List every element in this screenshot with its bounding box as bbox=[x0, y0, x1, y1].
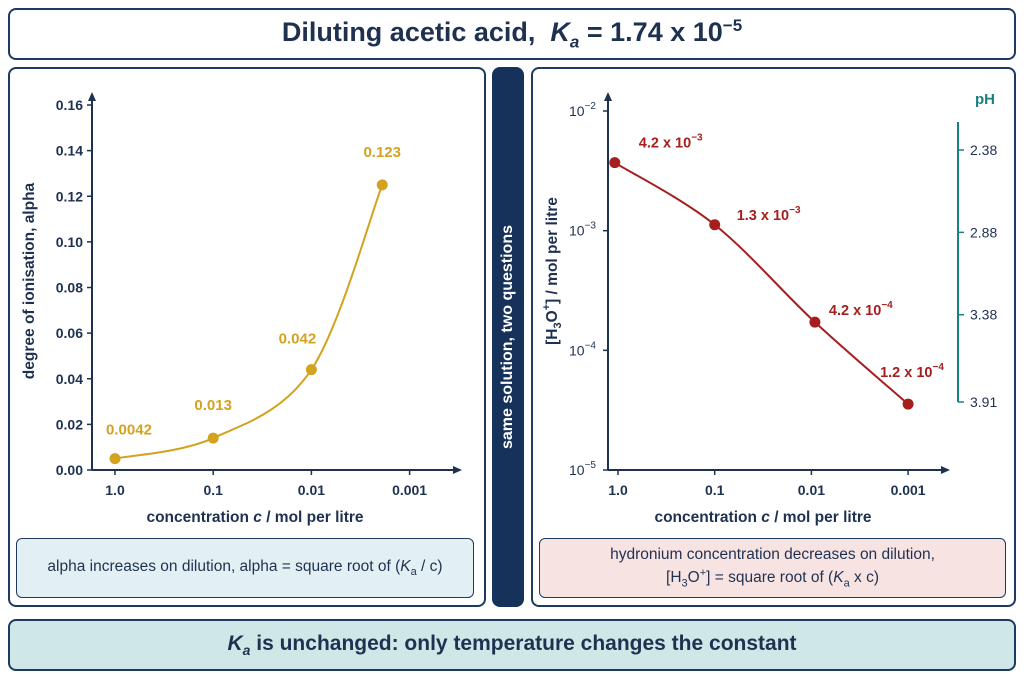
data-point bbox=[709, 219, 721, 231]
data-label: 0.042 bbox=[279, 331, 317, 348]
y-tick-label: 0.04 bbox=[56, 371, 83, 387]
data-point bbox=[376, 179, 388, 191]
x-tick-label: 0.001 bbox=[891, 482, 926, 498]
y-axis-label: [H3O+] / mol per litre bbox=[541, 197, 564, 345]
x-tick-label: 1.0 bbox=[105, 482, 125, 498]
y-tick-label: 0.00 bbox=[56, 462, 83, 478]
hydronium-curve bbox=[614, 161, 909, 405]
y-axis-arrow bbox=[604, 92, 612, 101]
x-axis-arrow bbox=[941, 466, 950, 474]
data-point bbox=[809, 316, 821, 328]
y-tick-label: 10−3 bbox=[569, 221, 596, 239]
y-tick-label: 10−5 bbox=[569, 460, 596, 478]
x-axis-arrow bbox=[453, 466, 462, 474]
data-point bbox=[609, 157, 621, 169]
data-label: 4.2 x 10−4 bbox=[829, 300, 893, 319]
x-tick-label: 0.1 bbox=[203, 482, 223, 498]
y-tick-label: 0.16 bbox=[56, 97, 83, 113]
y-tick-label: 10−2 bbox=[569, 101, 596, 119]
x-tick-label: 1.0 bbox=[608, 482, 628, 498]
x-axis-label: concentration c / mol per litre bbox=[146, 509, 363, 526]
hydronium-chart-panel bbox=[531, 67, 1016, 607]
data-point bbox=[305, 364, 317, 376]
panel-divider: same solution, two questions bbox=[492, 67, 524, 607]
ph-tick-label: 3.91 bbox=[970, 394, 997, 410]
y-tick-label: 0.08 bbox=[56, 280, 83, 296]
x-tick-label: 0.01 bbox=[298, 482, 325, 498]
x-axis-label: concentration c / mol per litre bbox=[654, 509, 871, 526]
summary-text: Ka is unchanged: only temperature change… bbox=[227, 631, 797, 659]
ph-tick-label: 3.38 bbox=[970, 307, 997, 323]
data-label: 4.2 x 10−3 bbox=[639, 133, 703, 152]
data-label: 0.123 bbox=[363, 144, 401, 161]
alpha-curve bbox=[114, 184, 384, 460]
y-tick-label: 10−4 bbox=[569, 340, 596, 358]
ph-tick-label: 2.38 bbox=[970, 142, 997, 158]
y-tick-label: 0.10 bbox=[56, 234, 83, 250]
y-axis-arrow bbox=[88, 92, 96, 101]
alpha-chart-panel bbox=[8, 67, 486, 607]
data-point bbox=[109, 453, 121, 465]
data-point bbox=[902, 398, 914, 410]
page-title: Diluting acetic acid, Ka = 1.74 x 10−5 bbox=[281, 15, 743, 52]
data-label: 1.3 x 10−3 bbox=[737, 205, 801, 224]
data-point bbox=[207, 432, 219, 444]
hydronium-note: hydronium concentration decreases on dil… bbox=[539, 538, 1006, 598]
y-axis-label: degree of ionisation, alpha bbox=[21, 182, 38, 379]
data-label: 1.2 x 10−4 bbox=[880, 362, 944, 381]
title-banner: Diluting acetic acid, Ka = 1.74 x 10−5 bbox=[8, 8, 1016, 60]
x-tick-label: 0.01 bbox=[798, 482, 825, 498]
ph-tick-label: 2.88 bbox=[970, 224, 997, 240]
x-tick-label: 0.1 bbox=[705, 482, 725, 498]
y-tick-label: 0.06 bbox=[56, 325, 83, 341]
y-tick-label: 0.12 bbox=[56, 188, 83, 204]
ph-axis-label: pH bbox=[975, 91, 995, 108]
data-label: 0.013 bbox=[194, 397, 232, 414]
data-label: 0.0042 bbox=[106, 422, 152, 439]
y-tick-label: 0.14 bbox=[56, 143, 83, 159]
summary-banner: Ka is unchanged: only temperature change… bbox=[8, 619, 1016, 671]
y-tick-label: 0.02 bbox=[56, 416, 83, 432]
alpha-note: alpha increases on dilution, alpha = squ… bbox=[16, 538, 474, 598]
x-tick-label: 0.001 bbox=[392, 482, 427, 498]
